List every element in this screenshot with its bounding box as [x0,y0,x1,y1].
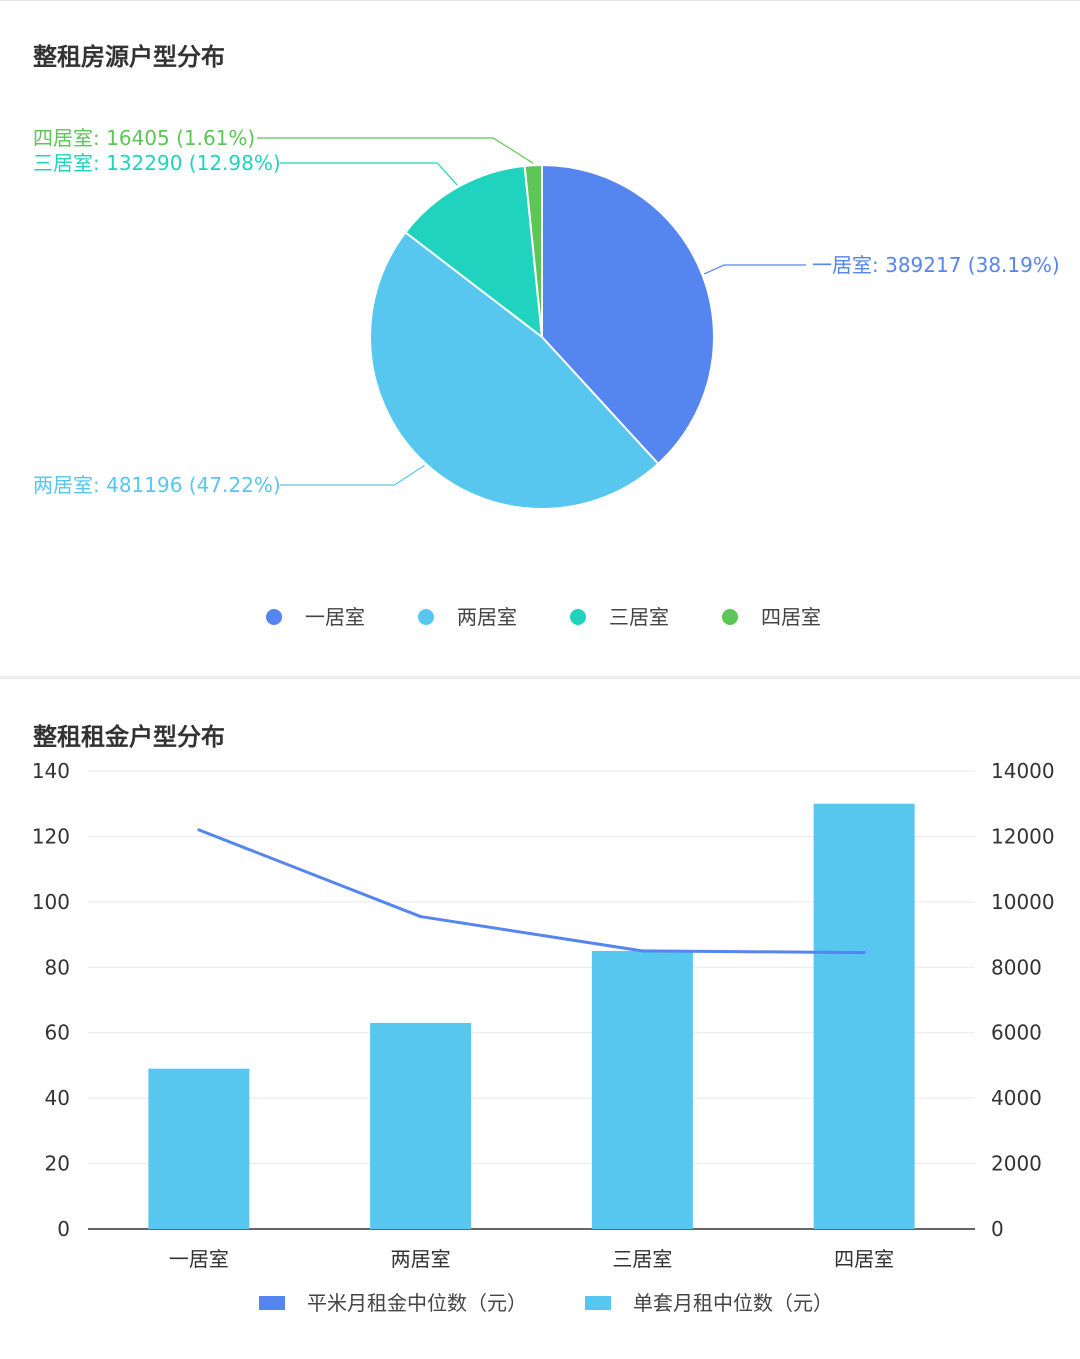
line-point-2[interactable] [419,915,423,919]
pie-legend-label: 一居室 [305,605,365,629]
pie-chart-card: 整租房源户型分布 一居室: 389217 (38.19%) 两居室: 481196… [0,0,1080,677]
x-axis-tick: 四居室 [834,1247,894,1271]
left-axis-tick: 100 [32,890,70,914]
left-axis-tick: 140 [32,759,70,783]
legend-dot-icon [266,609,282,625]
pie-label-3: 三居室: 132290 (12.98%) [33,151,281,175]
pie-label-line-2 [280,464,425,486]
left-axis-tick: 0 [57,1217,70,1241]
pie-legend-label: 三居室 [609,605,669,629]
pie-legend-label: 两居室 [457,605,517,629]
right-axis-tick: 14000 [991,759,1055,783]
pie-legend-item-3[interactable]: 三居室 [570,605,669,629]
x-axis-tick: 一居室 [169,1247,229,1271]
right-axis-tick: 0 [991,1217,1004,1241]
right-axis-tick: 2000 [991,1152,1042,1176]
legend-dot-icon [722,609,738,625]
pie-legend-item-4[interactable]: 四居室 [722,605,821,629]
line-point-1[interactable] [197,828,201,832]
left-axis-tick: 80 [45,955,70,979]
pie-label-line-4 [257,137,534,164]
left-axis-tick: 20 [45,1152,70,1176]
right-axis-tick: 8000 [991,955,1042,979]
bar-1[interactable] [148,1068,250,1229]
line-series-path [198,828,865,955]
right-axis-tick: 12000 [991,824,1055,848]
combo-chart-title: 整租租金户型分布 [33,723,225,751]
x-axis-tick: 两居室 [391,1247,451,1271]
bar-4[interactable] [813,803,915,1229]
pie-legend-item-2[interactable]: 两居室 [418,605,517,629]
pie-label-1: 一居室: 389217 (38.19%) [812,253,1060,277]
bar-3[interactable] [591,950,693,1229]
legend-dot-icon [418,609,434,625]
bar-2[interactable] [370,1022,472,1229]
right-axis-tick: 6000 [991,1021,1042,1045]
x-axis-tick: 三居室 [612,1247,672,1271]
legend-swatch-icon [259,1296,285,1310]
left-axis-tick: 60 [45,1021,70,1045]
legend-swatch-icon [585,1296,611,1310]
pie-slice-2[interactable] [369,230,660,510]
combo-chart: 0 20 40 60 80 100 120 140 0 2000 4000 6000 8000 10000… [32,759,1055,1315]
pie-label-line-3 [280,162,458,186]
combo-legend-label: 单套月租中位数（元） [633,1291,833,1315]
card-divider [0,676,1080,678]
left-axis-tick: 40 [45,1086,70,1110]
left-axis-tick: 120 [32,824,70,848]
legend-dot-icon [570,609,586,625]
pie-legend-item-1[interactable]: 一居室 [266,605,365,629]
pie-legend-label: 四居室 [761,605,821,629]
pie-slice-4[interactable] [523,163,543,338]
pie-label-4: 四居室: 16405 (1.61%) [33,126,255,150]
pie-slice-1[interactable] [541,163,715,466]
right-axis-tick: 4000 [991,1086,1042,1110]
line-point-3[interactable] [640,949,644,953]
combo-legend-label: 平米月租金中位数（元） [307,1291,527,1315]
pie-chart-title: 整租房源户型分布 [33,43,225,71]
pie-label-2: 两居室: 481196 (47.22%) [33,473,281,497]
combo-chart-card: 整租租金户型分布 0 20 40 60 80 100 120 140 0 2000 4000 6000… [0,678,1080,1359]
combo-legend-item-1[interactable]: 平米月租金中位数（元） [259,1291,527,1315]
right-axis-tick: 10000 [991,890,1055,914]
pie-slice-3[interactable] [404,164,544,340]
combo-legend-item-2[interactable]: 单套月租中位数（元） [585,1291,833,1315]
pie-chart: 一居室: 389217 (38.19%) 两居室: 481196 (47.22%)… [33,126,1060,629]
line-point-4[interactable] [862,951,866,955]
pie-label-line-1 [703,264,806,275]
